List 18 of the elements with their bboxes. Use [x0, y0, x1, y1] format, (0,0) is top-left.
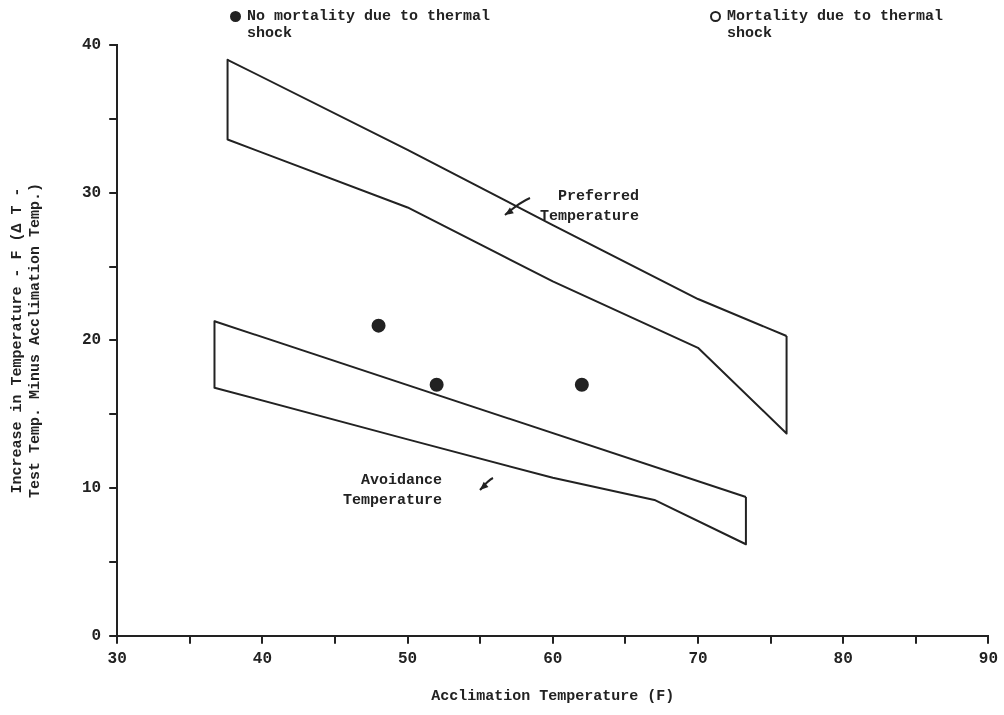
x-tick-label: 90 — [978, 650, 998, 669]
y-tick-label: 30 — [82, 183, 102, 202]
y-tick-label: 10 — [82, 479, 102, 498]
y-tick-label: 0 — [91, 626, 102, 645]
x-axis-title: Acclimation Temperature (F) — [431, 687, 675, 705]
y-axis-title: Increase in Temperature - F (Δ T - Test Temp. Minus Acclimation Temp.) — [8, 182, 44, 498]
x-tick-label: 40 — [252, 650, 272, 669]
x-tick-label: 30 — [107, 650, 127, 669]
y-tick-label: 20 — [82, 331, 102, 350]
x-tick-label: 70 — [688, 650, 708, 669]
legend-label: No mortality due to thermal shock — [247, 8, 492, 42]
x-tick-label: 50 — [398, 650, 418, 669]
y-tick-label: 40 — [82, 36, 102, 55]
x-tick-label: 60 — [543, 650, 563, 669]
annotation: Preferred Temperature — [540, 187, 640, 225]
annotation: Avoidance Temperature — [343, 471, 443, 509]
x-tick-label: 80 — [833, 650, 853, 669]
legend-label: Mortality due to thermal shock — [727, 8, 945, 42]
